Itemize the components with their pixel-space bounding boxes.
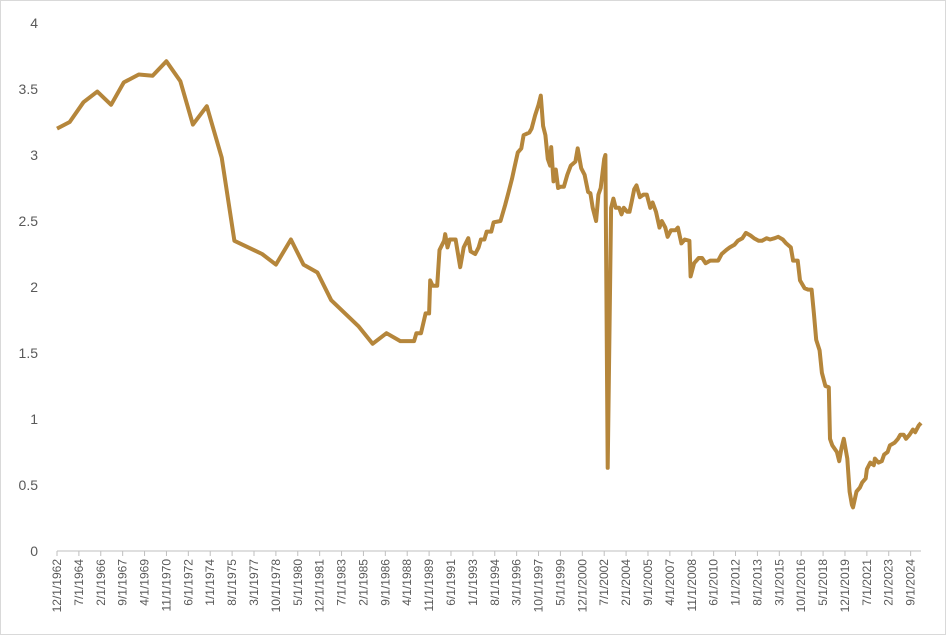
x-tick-label: 4/1/1988 (400, 559, 414, 606)
x-tick-label: 7/1/1983 (335, 559, 349, 606)
y-tick-label: 4 (30, 15, 38, 31)
x-tick-label: 1/1/2012 (729, 559, 743, 606)
x-tick-label: 2/1/2023 (882, 559, 896, 606)
x-tick-label: 10/1/1978 (269, 559, 283, 613)
x-tick-label: 6/1/1991 (444, 559, 458, 606)
x-tick-label: 2/1/1985 (356, 559, 370, 606)
x-tick-label: 11/1/2008 (685, 559, 699, 612)
y-tick-label: 0.5 (19, 477, 39, 493)
x-tick-label: 9/1/1986 (378, 559, 392, 606)
y-tick-label: 2 (30, 279, 38, 295)
x-tick-label: 8/1/1994 (488, 559, 502, 606)
x-tick-label: 1/1/1993 (466, 559, 480, 606)
x-tick-label: 9/1/2005 (641, 559, 655, 606)
x-tick-label: 7/1/2002 (597, 559, 611, 606)
x-tick-label: 12/1/1981 (313, 559, 327, 613)
y-tick-label: 3 (30, 147, 38, 163)
x-tick-label: 6/1/1972 (181, 559, 195, 606)
x-tick-label: 12/1/2000 (575, 559, 589, 613)
x-tick-label: 8/1/1975 (225, 559, 239, 606)
y-tick-label: 3.5 (19, 81, 39, 97)
x-tick-label: 11/1/1970 (159, 559, 173, 612)
x-tick-label: 9/1/2024 (904, 559, 918, 606)
x-tick-label: 8/1/2013 (750, 559, 764, 606)
x-tick-label: 3/1/1977 (247, 559, 261, 606)
x-tick-label: 5/1/1980 (291, 559, 305, 606)
x-tick-label: 5/1/2018 (816, 559, 830, 606)
x-tick-label: 10/1/1997 (532, 559, 546, 613)
x-tick-label: 4/1/1969 (138, 559, 152, 606)
x-tick-label: 3/1/2015 (772, 559, 786, 606)
y-tick-label: 1.5 (19, 345, 39, 361)
x-tick-label: 4/1/2007 (663, 559, 677, 606)
x-tick-label: 7/1/2021 (860, 559, 874, 606)
data-line (56, 59, 923, 510)
x-tick-label: 12/1/1962 (50, 559, 64, 613)
x-tick-label: 9/1/1967 (116, 559, 130, 606)
x-tick-label: 3/1/1996 (510, 559, 524, 606)
y-tick-label: 2.5 (19, 213, 39, 229)
x-tick-label: 11/1/1989 (422, 559, 436, 612)
x-tick-label: 12/1/2019 (838, 559, 852, 613)
y-tick-label: 0 (30, 543, 38, 559)
x-tick-label: 1/1/1974 (203, 559, 217, 606)
x-tick-label: 7/1/1964 (72, 559, 86, 606)
x-tick-label: 5/1/1999 (553, 559, 567, 606)
x-tick-label: 6/1/2010 (707, 559, 721, 606)
x-tick-label: 2/1/1966 (94, 559, 108, 606)
y-tick-label: 1 (30, 411, 38, 427)
x-tick-label: 10/1/2016 (794, 559, 808, 613)
x-tick-label: 2/1/2004 (619, 559, 633, 606)
